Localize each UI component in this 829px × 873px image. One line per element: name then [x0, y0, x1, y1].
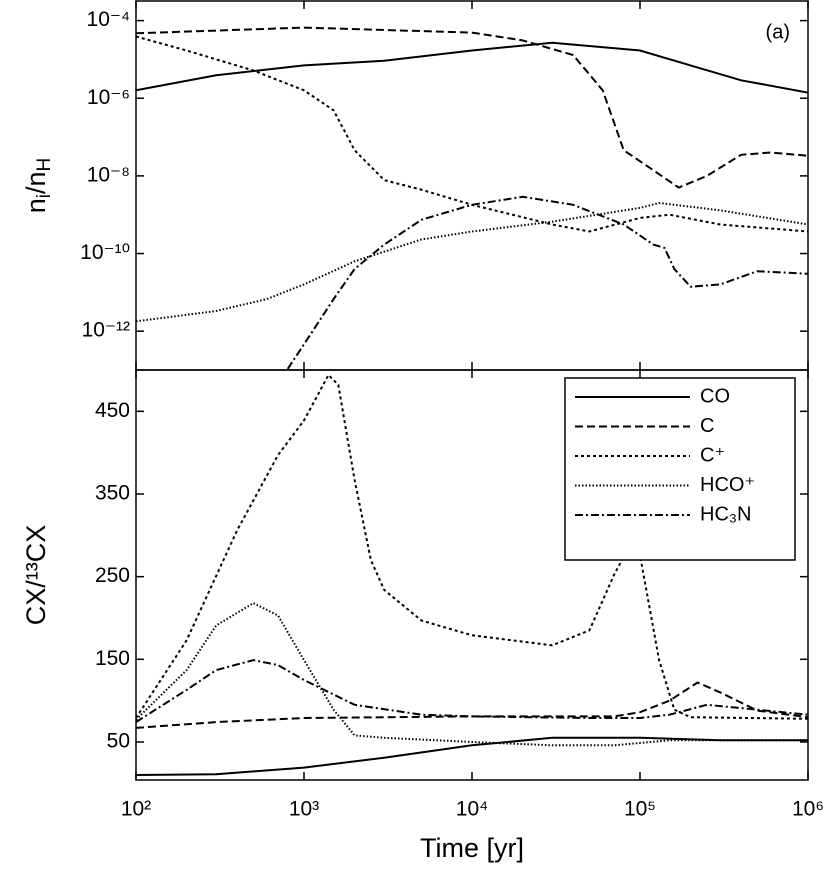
y-label-part: /n: [21, 171, 51, 194]
y-tick-label: 350: [95, 482, 130, 505]
legend-label: CO: [700, 385, 730, 407]
legend-label: HC₃N: [700, 503, 751, 525]
y-axis-label: CX/¹³CX: [21, 525, 51, 626]
series-line: [136, 659, 808, 723]
legend-label: HCO⁺: [700, 474, 755, 496]
series-line: [136, 201, 808, 323]
x-axis-label: Time [yr]: [420, 833, 524, 863]
x-tick-label: 10⁵: [624, 798, 656, 821]
series-line: [136, 681, 808, 729]
axes-frame: [135, 369, 809, 781]
axes-frame: [135, 0, 809, 371]
series-line: [136, 601, 808, 747]
legend-box: [564, 377, 796, 561]
y-tick-label: 450: [95, 399, 130, 422]
series-line: [136, 35, 808, 233]
y-tick-label: 150: [95, 647, 130, 670]
series-line: [136, 736, 808, 776]
y-axis-label: ni/nH: [21, 158, 55, 214]
annotation: (a): [766, 21, 790, 43]
y-label-part: n: [21, 198, 51, 213]
x-tick-label: 10²: [121, 798, 151, 821]
series-line: [136, 41, 808, 94]
y-tick-label: 10⁻⁴: [87, 8, 130, 31]
y-tick-label: 250: [95, 564, 130, 587]
plot-area: [136, 26, 808, 370]
y-tick-label: 10⁻⁶: [87, 86, 130, 109]
y-tick-label: 10⁻¹⁰: [80, 241, 130, 264]
series-line: [136, 373, 808, 720]
x-tick-label: 10⁴: [456, 798, 488, 821]
x-tick-label: 10³: [289, 798, 319, 821]
x-tick-label: 10⁶: [792, 798, 824, 821]
y-label-part: i: [34, 194, 55, 198]
y-tick-label: 10⁻⁸: [87, 163, 130, 186]
y-tick-label: 10⁻¹²: [82, 319, 130, 342]
series-line: [286, 195, 808, 370]
legend-label: C: [700, 415, 714, 437]
plot-area: [136, 373, 808, 776]
y-tick-label: 50: [107, 730, 130, 753]
series-line: [136, 26, 808, 189]
y-label-part: H: [34, 158, 55, 172]
legend-label: C⁺: [700, 444, 725, 466]
